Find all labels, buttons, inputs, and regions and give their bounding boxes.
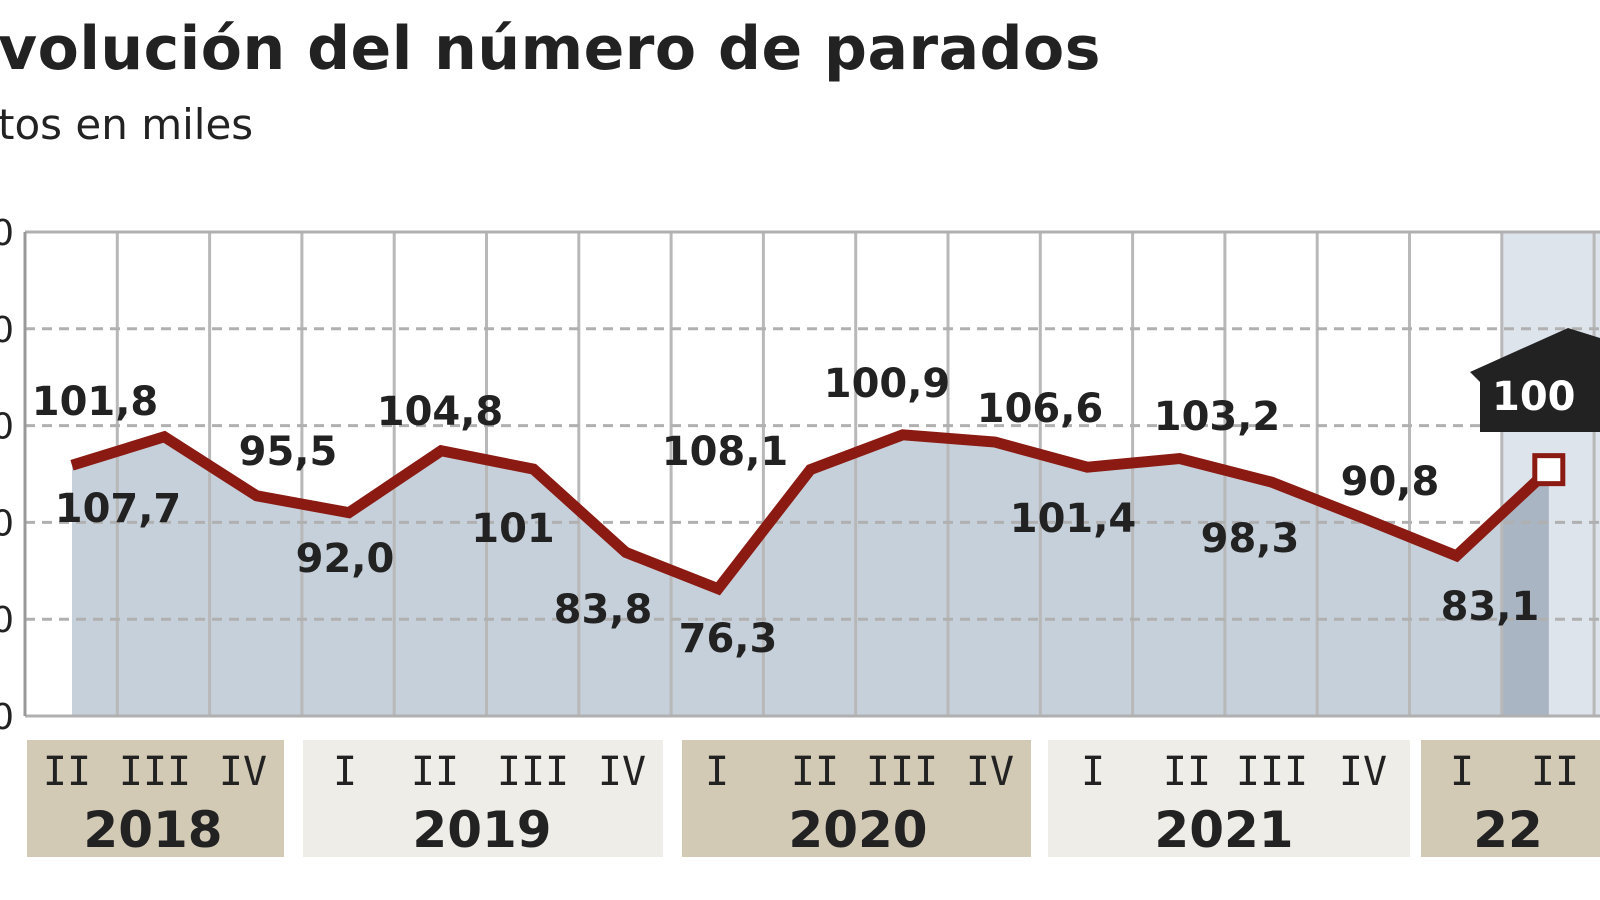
data-label: 100,9 bbox=[824, 361, 951, 407]
quarter-label: IV bbox=[966, 749, 1014, 795]
latest-value-house-badge bbox=[1470, 328, 1600, 432]
y-tick-label: 50 bbox=[0, 697, 14, 738]
quarter-label: I bbox=[1081, 749, 1105, 795]
quarter-label: I bbox=[1450, 749, 1474, 795]
data-label: 104,8 bbox=[377, 389, 504, 435]
data-label: 106,6 bbox=[977, 386, 1104, 432]
data-label: 101 bbox=[471, 506, 555, 552]
area-fill-highlight bbox=[1503, 469, 1549, 716]
quarter-label: IV bbox=[598, 749, 646, 795]
data-label: 103,2 bbox=[1154, 394, 1281, 440]
data-label: 107,7 bbox=[55, 486, 182, 532]
quarter-label: III bbox=[1236, 749, 1308, 795]
y-tick-label: 150 bbox=[0, 213, 14, 254]
quarter-label: III bbox=[119, 749, 191, 795]
year-band bbox=[27, 740, 284, 857]
year-label: 2019 bbox=[412, 801, 551, 859]
area-fill bbox=[72, 434, 1549, 716]
quarter-label: III bbox=[866, 749, 938, 795]
quarter-label: I bbox=[705, 749, 729, 795]
y-tick-label: 110 bbox=[0, 407, 14, 448]
data-label: 76,3 bbox=[679, 616, 778, 662]
quarter-label: III bbox=[497, 749, 569, 795]
data-label: 95,5 bbox=[239, 429, 338, 475]
year-band bbox=[682, 740, 1031, 857]
data-label: 90,8 bbox=[1341, 459, 1440, 505]
quarter-label: II bbox=[1531, 749, 1579, 795]
quarter-label: II bbox=[791, 749, 839, 795]
y-tick-label: 90 bbox=[0, 503, 14, 544]
year-label: 2018 bbox=[83, 801, 222, 859]
last-point-marker bbox=[1532, 453, 1566, 487]
year-label: 22 bbox=[1473, 801, 1543, 859]
latest-value-label: 100 bbox=[1492, 374, 1576, 420]
y-tick-label: 130 bbox=[0, 310, 14, 351]
chart-title: volución del número de parados bbox=[0, 14, 1101, 84]
chart-subtitle: tos en miles bbox=[0, 100, 254, 149]
quarter-label: II bbox=[411, 749, 459, 795]
data-label: 83,1 bbox=[1441, 584, 1540, 630]
year-band bbox=[1421, 740, 1600, 857]
data-label: 101,4 bbox=[1010, 496, 1137, 542]
quarter-label: II bbox=[1163, 749, 1211, 795]
quarter-label: I bbox=[333, 749, 357, 795]
year-label: 2020 bbox=[788, 801, 927, 859]
quarter-label: IV bbox=[1339, 749, 1387, 795]
y-tick-label: 70 bbox=[0, 600, 14, 641]
year-band bbox=[303, 740, 663, 857]
quarter-label: II bbox=[43, 749, 91, 795]
data-label: 108,1 bbox=[662, 429, 789, 475]
year-label: 2021 bbox=[1154, 801, 1293, 859]
data-label: 98,3 bbox=[1201, 516, 1300, 562]
data-label: 92,0 bbox=[296, 536, 395, 582]
data-label: 101,8 bbox=[32, 379, 159, 425]
year-band bbox=[1048, 740, 1410, 857]
data-label: 83,8 bbox=[554, 587, 653, 633]
quarter-label: IV bbox=[219, 749, 267, 795]
series-line bbox=[70, 429, 1553, 596]
